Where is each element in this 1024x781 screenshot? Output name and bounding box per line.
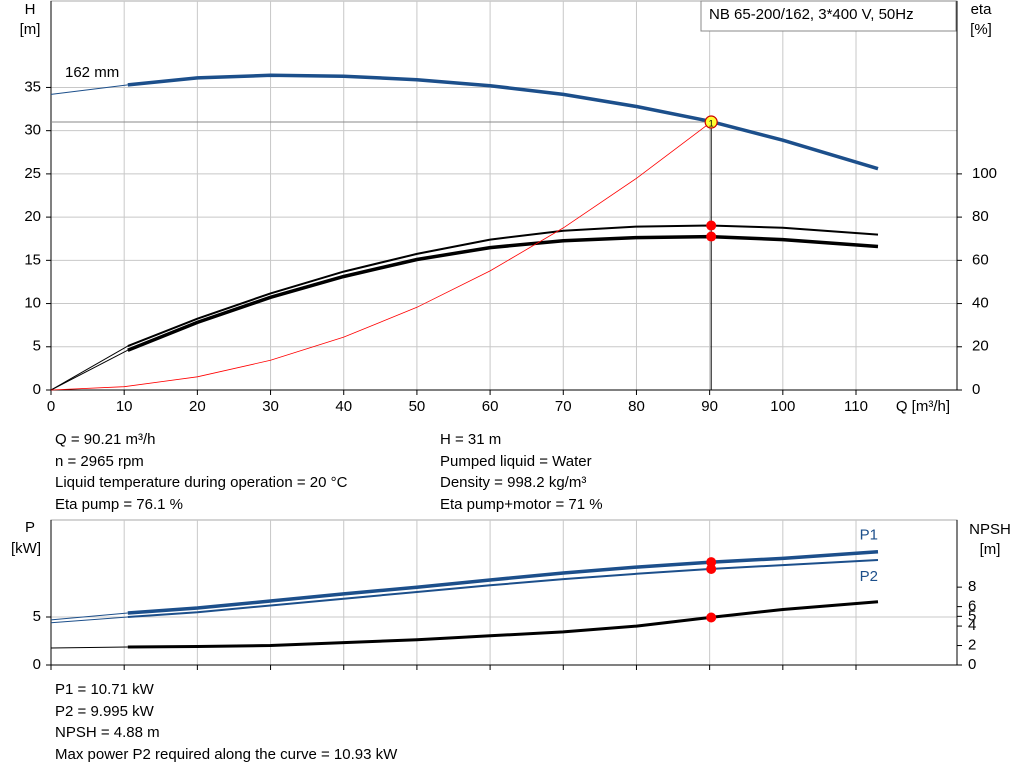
y-tick-label: 25 bbox=[24, 165, 41, 182]
title-box bbox=[700, 0, 957, 32]
operating-point bbox=[706, 220, 717, 231]
y-tick-label: 35 bbox=[24, 78, 41, 95]
info-line: P1 = 10.71 kW bbox=[55, 681, 154, 698]
y-tick-label: 15 bbox=[24, 251, 41, 268]
operating-point bbox=[706, 557, 717, 568]
duty-point bbox=[704, 115, 718, 129]
info-line: Q = 90.21 m³/h bbox=[55, 431, 156, 448]
y2-tick-label: 6 bbox=[968, 598, 976, 615]
info-line: P2 = 9.995 kW bbox=[55, 702, 154, 720]
info-left: Q = 90.21 m³/h n = 2965 rpm Liquid tempera… bbox=[55, 429, 347, 515]
curve bbox=[127, 549, 879, 615]
y2-tick-label: 0 bbox=[968, 656, 976, 673]
curve bbox=[50, 121, 712, 391]
y2-tick-label: 0 bbox=[972, 381, 980, 398]
info-line: Max power P2 required along the curve = … bbox=[55, 745, 398, 763]
curve bbox=[50, 646, 128, 649]
info-line: n = 2965 rpm bbox=[55, 452, 144, 470]
info-line: NPSH = 4.88 m bbox=[55, 724, 160, 741]
curve bbox=[50, 345, 129, 391]
y-tick-label: 0 bbox=[33, 381, 41, 398]
x-tick-label: 40 bbox=[335, 398, 352, 415]
y2-tick-label: 80 bbox=[972, 208, 989, 225]
x-tick-label: 80 bbox=[628, 398, 645, 415]
curve bbox=[50, 612, 128, 621]
y2-tick-label: 5 bbox=[968, 607, 976, 624]
y-tick-label: 20 bbox=[24, 208, 41, 225]
curve bbox=[50, 616, 128, 624]
y-axis-label: [m] bbox=[20, 21, 41, 38]
y2-axis-label: NPSH bbox=[969, 521, 1011, 538]
y2-tick-label: 8 bbox=[968, 578, 976, 595]
x-tick-label: 50 bbox=[409, 398, 426, 415]
info-line: Density = 998.2 kg/m³ bbox=[440, 474, 587, 491]
y-tick-label: 5 bbox=[33, 608, 41, 625]
x-tick-label: 90 bbox=[701, 398, 718, 415]
x-axis-label: Q [m³/h] bbox=[896, 398, 950, 415]
curve bbox=[127, 234, 879, 352]
curve-annotation: 162 mm bbox=[65, 64, 119, 81]
y2-axis-label: [m] bbox=[980, 541, 1001, 558]
x-tick-label: 60 bbox=[482, 398, 499, 415]
y2-tick-label: 2 bbox=[968, 637, 976, 654]
info-line: Eta pump+motor = 71 % bbox=[440, 495, 603, 513]
y-axis-label: P bbox=[25, 519, 35, 536]
curve bbox=[127, 559, 879, 618]
y-axis-label: H bbox=[25, 1, 36, 18]
operating-point bbox=[706, 231, 717, 242]
x-tick-label: 0 bbox=[47, 398, 55, 415]
chart-title: NB 65-200/162, 3*400 V, 50Hz bbox=[709, 6, 914, 23]
plot-frame bbox=[50, 519, 958, 666]
info-line: Eta pump = 76.1 % bbox=[55, 495, 183, 513]
x-tick-label: 70 bbox=[555, 398, 572, 415]
curve bbox=[127, 73, 879, 171]
curve bbox=[127, 224, 879, 348]
curve-label: P1 bbox=[860, 527, 878, 544]
y2-tick-label: 4 bbox=[968, 617, 976, 634]
y2-tick-label: 40 bbox=[972, 295, 989, 312]
info-line: Pumped liquid = Water bbox=[440, 452, 592, 470]
x-tick-label: 110 bbox=[844, 398, 868, 415]
info-line: Liquid temperature during operation = 20… bbox=[55, 474, 348, 491]
curve bbox=[127, 600, 879, 649]
y2-axis-label: [%] bbox=[970, 21, 992, 38]
info-bottom: P1 = 10.71 kW P2 = 9.995 kW NPSH = 4.88 m M… bbox=[55, 679, 397, 765]
info-right: H = 31 m Pumped liquid = Water Density = 9… bbox=[440, 429, 603, 515]
y2-tick-label: 60 bbox=[972, 251, 989, 268]
curve bbox=[50, 349, 129, 391]
curve-label: P2 bbox=[860, 568, 878, 585]
operating-point bbox=[706, 564, 717, 575]
operating-point bbox=[706, 612, 717, 623]
x-tick-label: 100 bbox=[770, 398, 795, 415]
y2-axis-label: eta bbox=[971, 1, 993, 18]
y-tick-label: 0 bbox=[33, 656, 41, 673]
duty-point-label: 1 bbox=[709, 118, 714, 128]
info-line: H = 31 m bbox=[440, 431, 502, 448]
y-tick-label: 30 bbox=[24, 122, 41, 139]
y-axis-label: [kW] bbox=[11, 540, 41, 557]
x-tick-label: 30 bbox=[262, 398, 279, 415]
y-tick-label: 5 bbox=[33, 338, 41, 355]
x-tick-label: 10 bbox=[116, 398, 133, 415]
y-tick-label: 10 bbox=[24, 295, 41, 312]
y2-tick-label: 20 bbox=[972, 338, 989, 355]
curve bbox=[50, 84, 128, 95]
y2-tick-label: 100 bbox=[972, 165, 997, 182]
x-tick-label: 20 bbox=[189, 398, 206, 415]
plot-frame bbox=[50, 0, 958, 391]
